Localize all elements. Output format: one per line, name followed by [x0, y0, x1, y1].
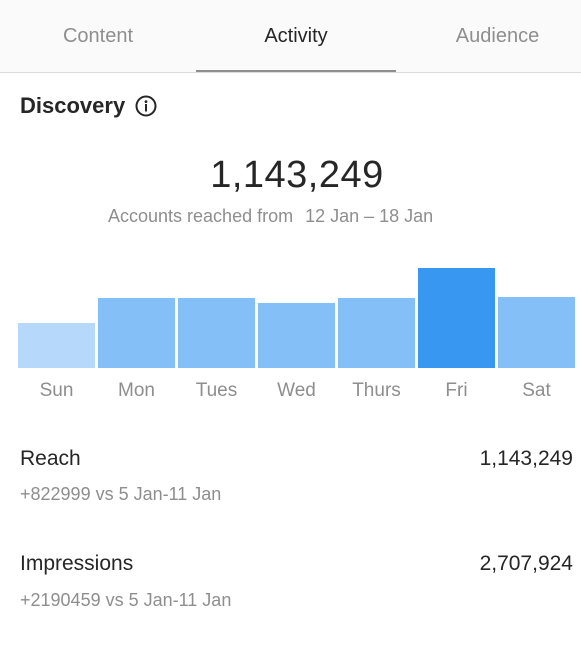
reach-bar-chart: Sun Mon Tues Wed Thurs Fri Sat [18, 268, 575, 401]
accounts-reached-caption: Accounts reached from 12 Jan – 18 Jan [108, 206, 433, 227]
tab-content[interactable]: Content [62, 24, 134, 47]
tab-bar: Content Activity Audience [0, 0, 581, 73]
date-range: 12 Jan – 18 Jan [305, 206, 434, 226]
x-tick-label-sat: Sat [522, 380, 551, 401]
bar-tues[interactable] [178, 298, 255, 368]
reach-comparison: +822999 vs 5 Jan-11 Jan [20, 484, 222, 504]
reach-value: 1,143,249 [479, 447, 573, 470]
section-title: Discovery [20, 93, 126, 118]
section-header: Discovery [20, 93, 157, 119]
bar-sun[interactable] [18, 323, 95, 368]
impressions-value: 2,707,924 [479, 552, 573, 575]
x-tick-label-tues: Tues [196, 380, 238, 401]
bar-fri[interactable] [418, 268, 495, 368]
impressions-comparison: +2190459 vs 5 Jan-11 Jan [20, 590, 232, 610]
active-tab-indicator [196, 70, 396, 72]
caption-text: Accounts reached from [108, 206, 294, 226]
x-tick-label-sun: Sun [40, 380, 74, 401]
bar-thurs[interactable] [338, 298, 415, 368]
bar-wed[interactable] [258, 303, 335, 368]
info-icon[interactable] [135, 95, 157, 117]
x-tick-label-wed: Wed [277, 380, 316, 401]
tab-activity[interactable]: Activity [264, 24, 328, 47]
tab-audience[interactable]: Audience [455, 24, 540, 47]
impressions-label: Impressions [20, 552, 134, 575]
bar-mon[interactable] [98, 298, 175, 368]
reach-label: Reach [20, 447, 81, 470]
x-tick-label-mon: Mon [118, 380, 155, 401]
x-tick-label-fri: Fri [445, 380, 467, 401]
x-tick-label-thurs: Thurs [352, 380, 401, 401]
accounts-reached-total: 1,143,249 [210, 154, 384, 196]
bar-sat[interactable] [498, 297, 575, 368]
